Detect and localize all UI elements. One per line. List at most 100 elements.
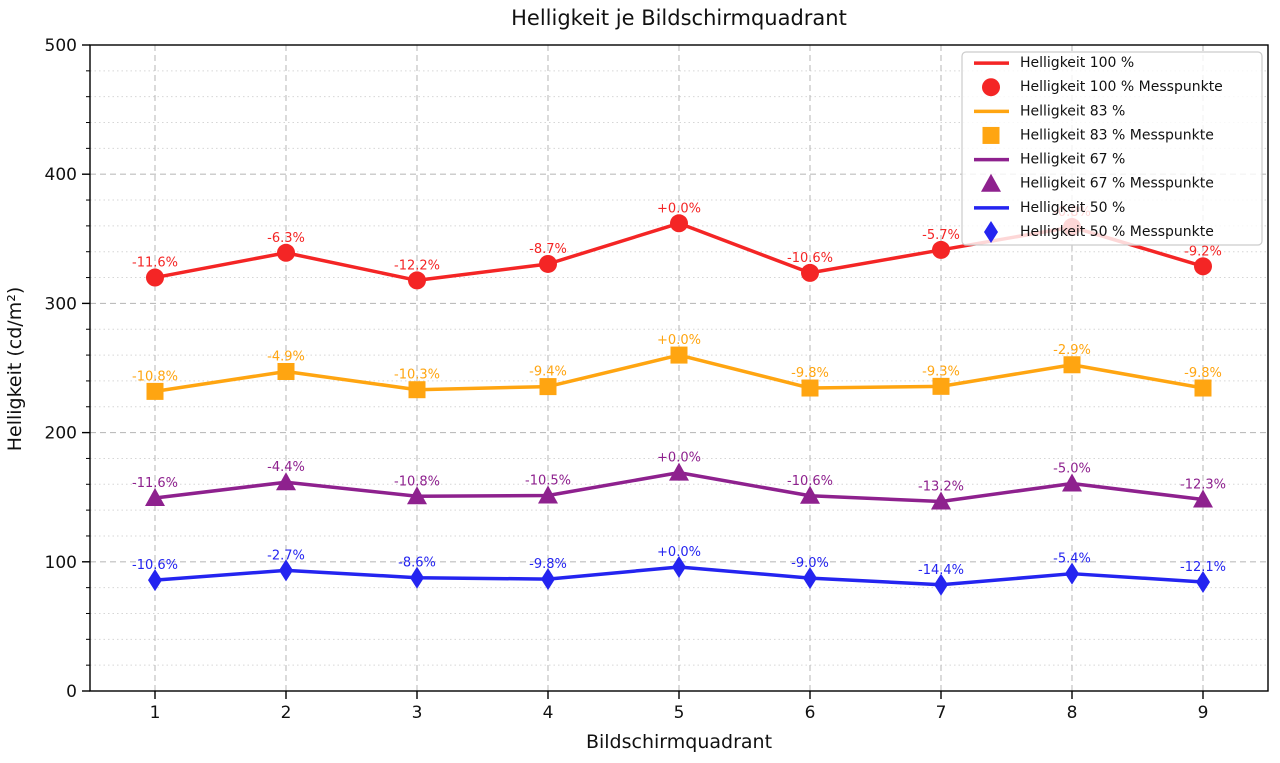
x-tick-label: 2 (281, 703, 292, 723)
x-tick-label: 8 (1067, 703, 1078, 723)
data-point-marker (146, 268, 164, 287)
data-point-label: -8.7% (529, 242, 567, 257)
data-point-label: -4.4% (267, 460, 305, 475)
y-tick-label: 300 (45, 294, 77, 314)
legend-label: Helligkeit 83 % Messpunkte (1020, 127, 1214, 143)
data-point-label: -4.9% (267, 349, 305, 364)
chart-title: Helligkeit je Bildschirmquadrant (511, 6, 847, 30)
data-point-label: -14.4% (918, 563, 964, 578)
data-point-marker (670, 214, 688, 233)
data-point-label: -9.8% (1184, 366, 1222, 381)
x-tick-label: 6 (805, 703, 816, 723)
legend-marker-sample (982, 126, 1000, 144)
data-point-marker (931, 491, 951, 510)
data-point-marker (407, 486, 427, 505)
data-point-marker (672, 555, 686, 578)
legend-label: Helligkeit 83 % (1020, 103, 1125, 119)
data-point-marker (932, 240, 950, 259)
data-point-marker (276, 472, 296, 491)
legend-label: Helligkeit 50 % (1020, 200, 1125, 216)
data-point-marker (1062, 473, 1082, 492)
data-point-marker (145, 487, 165, 506)
data-point-marker (934, 573, 948, 596)
data-point-label: +0.0% (657, 451, 701, 466)
data-point-marker (801, 379, 819, 397)
x-tick-label: 4 (543, 703, 554, 723)
data-point-marker (408, 381, 426, 399)
data-point-marker (146, 382, 164, 400)
data-point-label: -10.8% (394, 474, 440, 489)
data-point-marker (539, 254, 557, 273)
data-point-label: -9.0% (791, 556, 829, 571)
data-point-label: -10.6% (787, 251, 833, 266)
data-point-label: -9.2% (1184, 244, 1222, 259)
data-point-label: -11.6% (132, 256, 178, 271)
x-tick-label: 5 (674, 703, 685, 723)
data-point-label: -6.3% (267, 231, 305, 246)
data-point-label: -12.2% (394, 258, 440, 273)
legend-marker-sample (984, 220, 998, 243)
x-tick-label: 1 (150, 703, 161, 723)
data-point-label: -12.1% (1180, 560, 1226, 575)
data-point-marker (803, 567, 817, 590)
x-tick-label: 3 (412, 703, 423, 723)
legend-marker-sample (981, 173, 1001, 192)
y-tick-label: 400 (45, 165, 77, 185)
data-point-marker (408, 271, 426, 290)
data-point-marker (669, 462, 689, 481)
data-point-label: -9.4% (529, 365, 567, 380)
legend-marker-sample (982, 78, 1000, 97)
data-point-label: +0.0% (657, 545, 701, 560)
data-point-marker (538, 485, 558, 504)
data-point-marker (539, 378, 557, 396)
data-point-label: -10.6% (787, 474, 833, 489)
data-point-label: -10.5% (525, 474, 571, 489)
data-point-label: -10.8% (132, 369, 178, 384)
y-tick-label: 0 (66, 682, 77, 702)
y-tick-label: 100 (45, 553, 77, 573)
data-point-label: -9.8% (529, 557, 567, 572)
data-point-marker (670, 346, 688, 364)
data-point-marker (148, 569, 162, 592)
y-tick-label: 200 (45, 424, 77, 444)
data-point-label: -10.3% (394, 368, 440, 383)
data-point-marker (1065, 562, 1079, 585)
data-point-label: -2.9% (1053, 343, 1091, 358)
legend-label: Helligkeit 67 % (1020, 152, 1125, 168)
x-tick-label: 9 (1198, 703, 1209, 723)
data-point-marker (277, 362, 295, 380)
data-point-marker (1063, 356, 1081, 374)
data-point-marker (541, 568, 555, 591)
data-point-label: -2.7% (267, 548, 305, 563)
legend-label: Helligkeit 100 % (1020, 55, 1134, 71)
data-point-label: -13.2% (918, 479, 964, 494)
data-point-label: -8.6% (398, 556, 436, 571)
legend-label: Helligkeit 67 % Messpunkte (1020, 176, 1214, 192)
data-point-marker (1196, 570, 1210, 593)
data-point-marker (410, 566, 424, 589)
data-point-label: +0.0% (657, 333, 701, 348)
data-point-marker (932, 377, 950, 395)
data-point-label: -5.0% (1053, 462, 1091, 477)
x-tick-label: 7 (936, 703, 947, 723)
data-point-marker (801, 263, 819, 282)
legend (961, 51, 1263, 246)
legend-label: Helligkeit 100 % Messpunkte (1020, 79, 1223, 95)
legend-label: Helligkeit 50 % Messpunkte (1020, 224, 1214, 240)
data-point-marker (800, 485, 820, 504)
data-point-label: -5.7% (922, 228, 960, 243)
data-point-marker (1194, 257, 1212, 276)
x-axis-label: Bildschirmquadrant (585, 731, 773, 753)
data-point-marker (277, 243, 295, 262)
data-point-label: -5.4% (1053, 552, 1091, 567)
data-point-marker (279, 559, 293, 582)
data-point-marker (1194, 379, 1212, 397)
data-point-label: -9.3% (922, 364, 960, 379)
data-point-label: -11.6% (132, 476, 178, 491)
data-point-marker (1193, 489, 1213, 508)
data-point-label: -12.3% (1180, 478, 1226, 493)
data-point-label: +0.0% (657, 201, 701, 216)
data-point-label: -10.6% (132, 558, 178, 573)
